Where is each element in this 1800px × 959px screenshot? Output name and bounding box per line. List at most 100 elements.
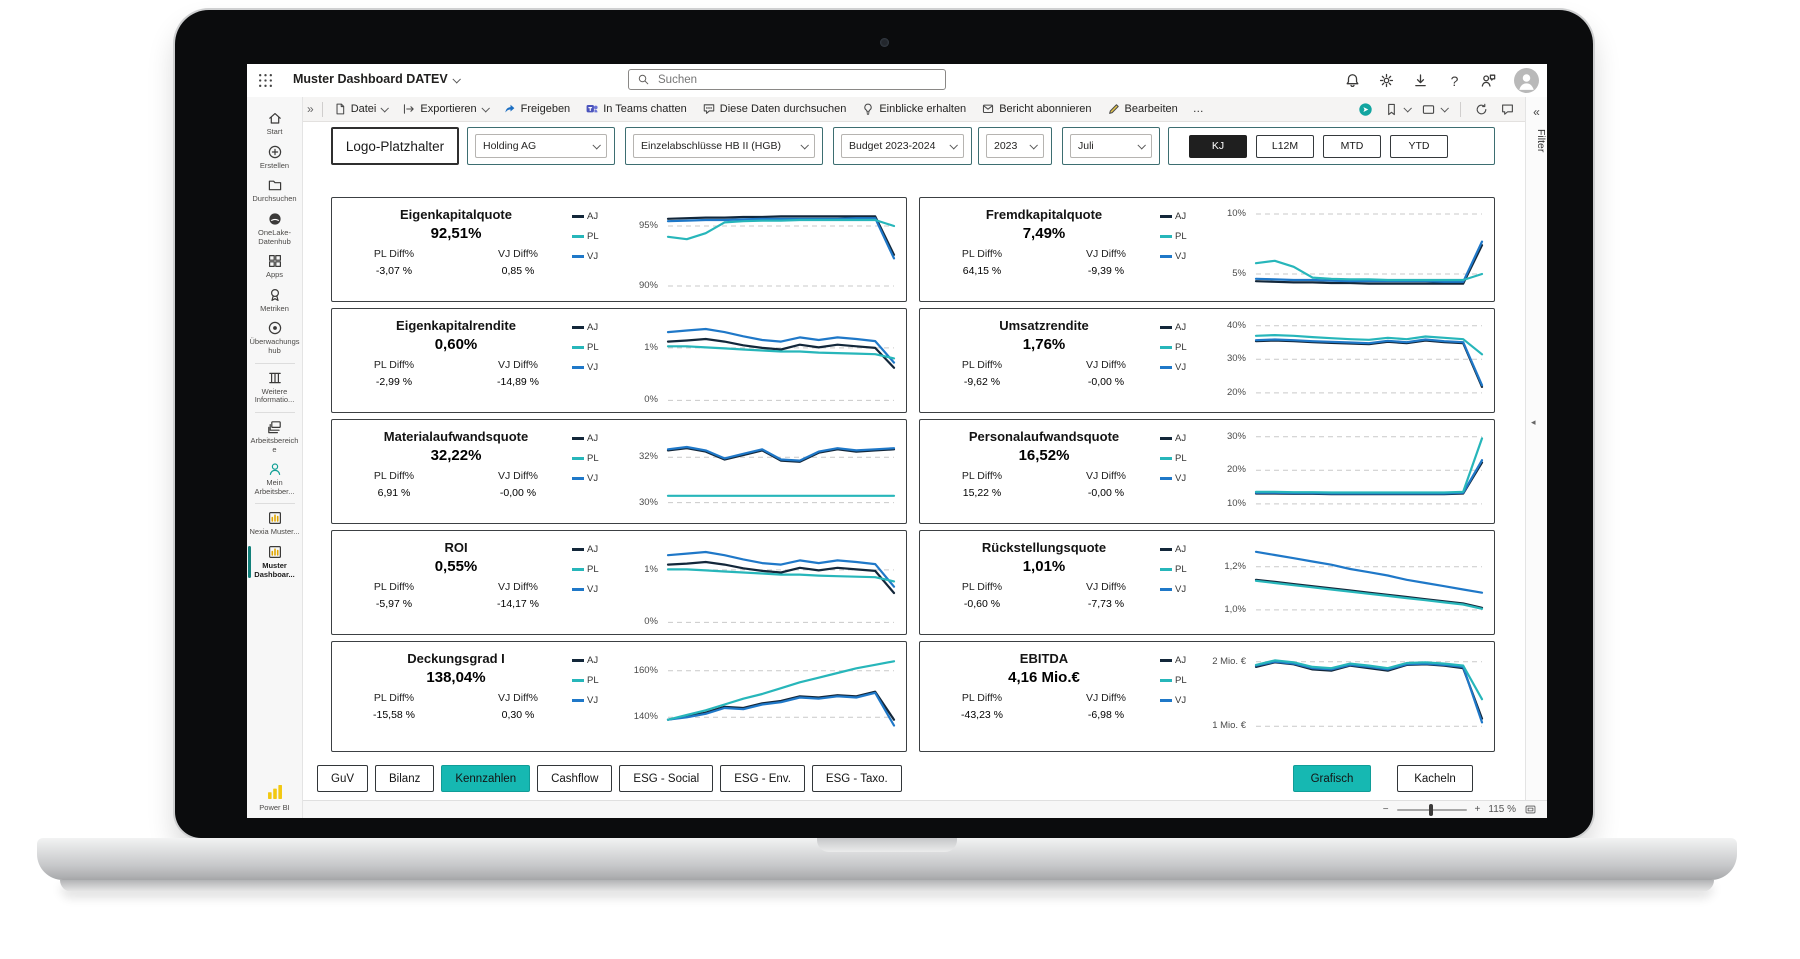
feedback-icon[interactable] <box>1480 72 1497 89</box>
zoom-slider-thumb[interactable] <box>1428 803 1433 816</box>
filter-dropdown-2[interactable]: Einzelabschlüsse HB II (HGB) <box>633 134 815 158</box>
expand-pane-icon[interactable]: ◂ <box>1531 417 1536 427</box>
bell-icon[interactable] <box>1344 72 1361 89</box>
toolbar-copilot[interactable] <box>1358 102 1373 117</box>
legend-item-aj: AJ <box>1160 322 1204 333</box>
pl-diff-value: 64,15 % <box>962 265 1002 277</box>
avatar-icon[interactable] <box>1514 68 1539 93</box>
vj-diff-label: VJ Diff% <box>1085 581 1127 593</box>
sidebar-item-onelake-datenhub[interactable]: OneLake-Datenhub <box>247 208 304 250</box>
toolbar-share[interactable]: Freigeben <box>503 102 570 116</box>
tab-esg-env[interactable]: ESG - Env. <box>720 765 805 792</box>
vj-diff-value: -14,17 % <box>496 598 540 610</box>
filter-dropdown-5[interactable]: Juli <box>1070 134 1152 158</box>
card-title: Personalaufwandsquote <box>968 429 1120 444</box>
help-icon[interactable]: ? <box>1450 72 1459 89</box>
y-axis-tick: 32% <box>638 451 658 463</box>
view-button-kacheln[interactable]: Kacheln <box>1397 765 1473 792</box>
tab-kennzahlen[interactable]: Kennzahlen <box>441 765 531 792</box>
expand-toolbar-icon[interactable]: » <box>307 102 314 116</box>
search-box[interactable] <box>628 69 946 90</box>
filter-dropdown-1[interactable]: Holding AG <box>475 134 607 158</box>
pl-diff-label: PL Diff% <box>373 581 415 593</box>
zoom-slider[interactable] <box>1396 803 1467 816</box>
tab-guv[interactable]: GuV <box>317 765 369 792</box>
tab-bilanz[interactable]: Bilanz <box>375 765 435 792</box>
legend-item-vj: VJ <box>1160 695 1204 706</box>
collapse-filter-pane-icon[interactable]: « <box>1533 105 1540 119</box>
toolbar-edit[interactable]: Bearbeiten <box>1107 102 1178 116</box>
sidebar-item-arbeitsbereiche[interactable]: Arbeitsbereiche <box>247 416 304 458</box>
report-title[interactable]: Muster Dashboard DATEV <box>293 72 461 86</box>
legend-item-aj: AJ <box>1160 211 1204 222</box>
y-axis-tick: 20% <box>1226 464 1246 476</box>
app-launcher-icon[interactable] <box>257 72 274 89</box>
toolbar-subscribe-report[interactable]: Bericht abonnieren <box>981 102 1092 116</box>
sparkline-chart <box>666 208 896 292</box>
chevron-down-icon <box>481 104 490 113</box>
toolbar-item-label: Diese Daten durchsuchen <box>719 103 847 115</box>
pl-diff-label: PL Diff% <box>961 248 1003 260</box>
card-title: Eigenkapitalquote <box>400 207 512 222</box>
pl-diff-label: PL Diff% <box>373 470 415 482</box>
toolbar-more-options[interactable]: … <box>1193 103 1204 115</box>
sidebar-item-durchsuchen[interactable]: Durchsuchen <box>247 174 304 208</box>
zoom-in-button[interactable]: + <box>1474 804 1481 815</box>
vj-diff-label: VJ Diff% <box>1085 248 1127 260</box>
sidebar-item-apps[interactable]: Apps <box>247 250 304 284</box>
sidebar-item-erstellen[interactable]: Erstellen <box>247 141 304 175</box>
card-diffs: PL Diff% -3,07 % VJ Diff% 0,85 % <box>332 248 580 277</box>
card-diffs: PL Diff% -2,99 % VJ Diff% -14,89 % <box>332 359 580 388</box>
sidebar-item-muster-dashboard[interactable]: Muster Dashboar... <box>247 541 304 583</box>
toolbar-comments[interactable] <box>1500 102 1515 117</box>
tab-esg-social[interactable]: ESG - Social <box>619 765 714 792</box>
sidebar-item-label: Erstellen <box>259 160 290 170</box>
vj-diff-label: VJ Diff% <box>497 692 539 704</box>
toolbar-view-mode[interactable] <box>1421 102 1449 117</box>
tab-cashflow[interactable]: Cashflow <box>537 765 613 792</box>
y-axis-tick: 20% <box>1226 386 1246 398</box>
legend-dash <box>572 457 584 460</box>
gear-icon[interactable] <box>1378 72 1395 89</box>
export-icon <box>402 102 416 116</box>
toolbar-bookmarks[interactable] <box>1384 102 1412 117</box>
sidebar-item-weitere-informationen[interactable]: Weitere Informatio... <box>247 367 304 409</box>
legend-dash <box>572 659 584 662</box>
dropdown-selected-value: Einzelabschlüsse HB II (HGB) <box>641 140 782 152</box>
sidebar-item-ueberwachungshub[interactable]: Überwachungshub <box>247 317 304 359</box>
y-axis-tick: 1 Mio. € <box>1212 720 1246 732</box>
tab-esg-taxo[interactable]: ESG - Taxo. <box>811 765 902 792</box>
view-button-grafisch[interactable]: Grafisch <box>1293 765 1371 792</box>
download-icon[interactable] <box>1412 72 1429 89</box>
chevron-down-icon <box>1137 141 1146 150</box>
card-y-axis: 1% 0% <box>612 531 662 634</box>
sidebar-item-nexia-muster[interactable]: Nexia Muster... <box>247 507 304 541</box>
filter-dropdown-4[interactable]: 2023 <box>986 134 1044 158</box>
toolbar-file-menu[interactable]: Datei <box>333 102 390 116</box>
card-title: Umsatzrendite <box>999 318 1089 333</box>
fit-to-page-icon[interactable] <box>1524 804 1537 815</box>
toolbar-refresh[interactable] <box>1474 102 1489 117</box>
toolbar-export-menu[interactable]: Exportieren <box>402 102 490 116</box>
range-button-kj[interactable]: KJ <box>1189 134 1247 158</box>
filter-dropdown-3[interactable]: Budget 2023-2024 <box>841 134 964 158</box>
legend-item-aj: AJ <box>572 433 616 444</box>
search-input[interactable] <box>656 72 937 87</box>
card-diffs: PL Diff% -5,97 % VJ Diff% -14,17 % <box>332 581 580 610</box>
zoom-out-button[interactable]: − <box>1382 804 1389 815</box>
card-info: Deckungsgrad I 138,04% PL Diff% -15,58 % … <box>332 642 580 721</box>
card-diffs: PL Diff% -9,62 % VJ Diff% -0,00 % <box>920 359 1168 388</box>
pl-diff-label: PL Diff% <box>961 359 1003 371</box>
card-legend: AJ PL VJ <box>572 655 616 715</box>
toolbar-explore-data[interactable]: Diese Daten durchsuchen <box>702 102 847 116</box>
range-button-l12m[interactable]: L12M <box>1256 134 1314 158</box>
range-button-mtd[interactable]: MTD <box>1323 134 1381 158</box>
vj-diff-value: -0,00 % <box>499 487 537 499</box>
toolbar-teams-chat[interactable]: In Teams chatten <box>585 102 687 116</box>
toolbar-get-insights[interactable]: Einblicke erhalten <box>861 102 966 116</box>
range-button-ytd[interactable]: YTD <box>1390 134 1448 158</box>
sidebar-item-mein-arbeitsbereich[interactable]: Mein Arbeitsber... <box>247 458 304 500</box>
sidebar-item-start[interactable]: Start <box>247 107 304 141</box>
legend-dash <box>1160 346 1172 349</box>
sidebar-item-metriken[interactable]: Metriken <box>247 284 304 318</box>
